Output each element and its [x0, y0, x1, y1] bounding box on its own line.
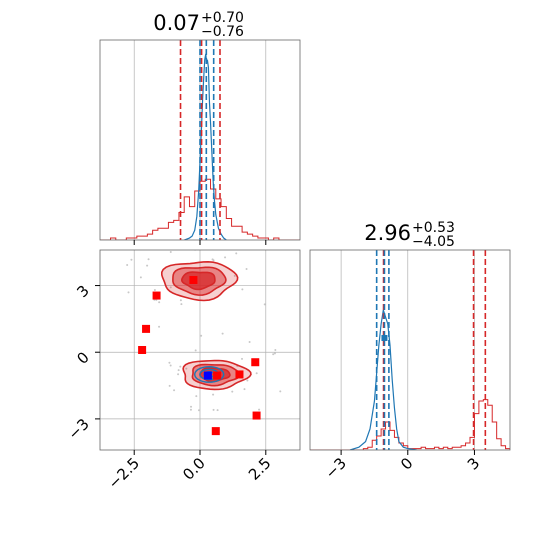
true-point — [203, 371, 212, 380]
sample-point — [221, 332, 224, 335]
sample-point — [273, 352, 276, 355]
sample-point — [195, 395, 198, 398]
red-point — [251, 358, 260, 367]
sample-point — [241, 288, 244, 291]
param-2-title-minus: −4.05 — [412, 234, 455, 250]
series-b-histogram — [349, 309, 417, 450]
x-tick-label: 0 — [397, 454, 416, 473]
series-a-histogram — [310, 399, 510, 450]
sample-point — [147, 258, 150, 261]
sample-point — [241, 357, 244, 360]
marginal-y-grid — [340, 250, 475, 450]
red-point — [152, 291, 161, 300]
sample-point — [189, 221, 191, 223]
sample-point — [235, 252, 238, 255]
sample-point — [247, 242, 249, 244]
sample-point — [279, 390, 282, 393]
sample-point — [212, 393, 215, 396]
sample-point — [189, 408, 192, 411]
sample-point — [158, 325, 161, 328]
param-1-title-minus: −0.76 — [201, 24, 244, 40]
param-2-title: 2.96 — [364, 221, 411, 245]
param-2-title-plus: +0.53 — [412, 220, 455, 236]
sample-point — [208, 243, 210, 245]
param-1-title-plus: +0.70 — [201, 10, 244, 26]
sample-point — [169, 286, 172, 289]
red-point — [138, 346, 147, 354]
sample-point — [212, 408, 215, 411]
sample-point — [185, 367, 188, 370]
x-tick-label: 3 — [464, 454, 483, 473]
sample-point — [200, 334, 203, 337]
sample-point — [263, 303, 266, 306]
marginal-y-panel — [310, 250, 510, 450]
sample-point — [216, 409, 219, 412]
sample-point — [180, 303, 183, 306]
sample-point — [177, 373, 180, 376]
sample-point — [274, 348, 277, 351]
sample-point — [258, 408, 261, 411]
sample-point — [194, 349, 197, 352]
sample-point — [126, 263, 129, 266]
x-tick-label: −3 — [322, 454, 350, 482]
sample-point — [158, 301, 161, 304]
sample-point — [179, 365, 182, 368]
sample-point — [189, 228, 191, 230]
sample-point — [255, 372, 258, 375]
sample-point — [224, 256, 227, 259]
sample-point — [246, 379, 249, 382]
sample-point — [179, 299, 182, 302]
red-point — [213, 371, 222, 380]
series-b-contour — [194, 365, 225, 383]
red-point — [235, 370, 244, 379]
x-tick-label: 2.5 — [245, 454, 275, 484]
axis-ticks: −2.5 0.0 2.5 −3 0 3 −3 0 3 — [64, 240, 483, 493]
y-tick-label: 3 — [73, 282, 92, 301]
sample-point — [168, 361, 171, 364]
sample-point — [130, 258, 133, 261]
sample-point — [248, 341, 251, 344]
sample-point — [146, 264, 149, 267]
red-point — [252, 411, 261, 420]
sample-point — [139, 276, 142, 279]
sample-point — [233, 274, 236, 277]
sample-point — [177, 369, 180, 372]
sample-point — [169, 250, 172, 253]
sample-point — [173, 389, 176, 392]
sample-point — [245, 267, 248, 270]
param-2-title-main: 2.96 — [364, 221, 411, 245]
x-tick-label: −2.5 — [105, 454, 143, 492]
sample-point — [203, 223, 205, 225]
sample-point — [168, 384, 171, 387]
sample-point — [153, 288, 156, 291]
sample-point — [127, 291, 130, 294]
sample-point — [190, 405, 193, 408]
y-tick-label: 0 — [73, 348, 92, 367]
red-point — [211, 427, 220, 436]
sample-point — [169, 364, 172, 367]
sample-point — [272, 353, 275, 356]
red-point — [142, 324, 151, 333]
series-b-marker — [381, 335, 388, 341]
sample-point — [197, 409, 200, 412]
y-tick-label: −3 — [64, 415, 92, 443]
marginal-y-frame — [309, 249, 511, 451]
x-tick-label: 0.0 — [179, 454, 209, 484]
joint-panel — [126, 221, 282, 436]
sample-point — [243, 388, 246, 391]
sample-point — [212, 259, 215, 262]
sample-point — [231, 390, 234, 393]
param-1-title: 0.07 — [153, 11, 200, 35]
param-1-title-main: 0.07 — [153, 11, 200, 35]
marginal-x-panel — [100, 40, 300, 240]
red-point — [189, 276, 198, 284]
